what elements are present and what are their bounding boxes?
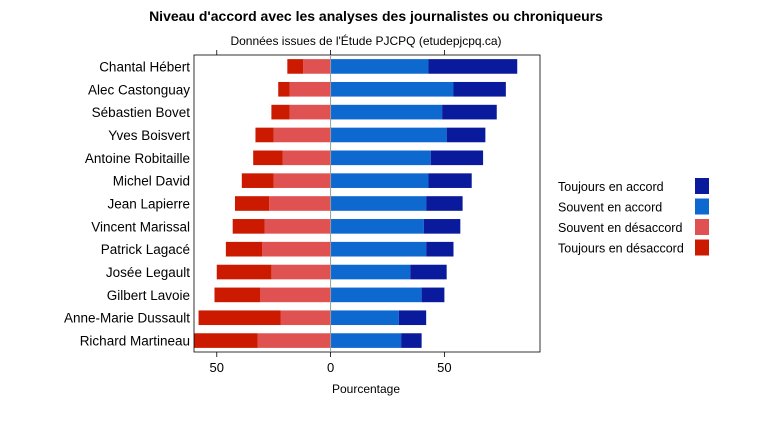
bar-toujours-desaccord: [278, 81, 290, 97]
bar-toujours-accord: [446, 127, 486, 143]
category-label: Michel David: [113, 174, 190, 189]
category-label: Yves Boisvert: [108, 128, 190, 143]
bar-toujours-accord: [453, 81, 506, 97]
x-tick-label: 0: [327, 360, 334, 375]
bar-souvent-desaccord: [282, 150, 331, 166]
bar-toujours-desaccord: [241, 173, 274, 188]
bar-toujours-desaccord: [234, 196, 270, 211]
bar-toujours-accord: [426, 196, 463, 211]
bar-souvent-desaccord: [273, 173, 331, 188]
bar-toujours-desaccord: [271, 104, 290, 120]
legend: Toujours en accord Souvent en accord Souve…: [558, 178, 709, 256]
bar-souvent-accord: [330, 104, 443, 120]
x-tick-label: 50: [437, 360, 451, 375]
bar-toujours-accord: [423, 219, 461, 234]
category-label: Jean Lapierre: [107, 197, 190, 212]
category-label: Patrick Lagacé: [101, 242, 190, 257]
category-label: Chantal Hébert: [99, 59, 190, 74]
bar-souvent-accord: [330, 333, 402, 348]
bar-souvent-desaccord: [262, 241, 331, 257]
bar-toujours-accord: [410, 264, 447, 280]
category-labels: Chantal Hébert Alec Castonguay Sébastien B…: [64, 59, 190, 348]
category-label: Alec Castonguay: [88, 82, 190, 97]
bar-toujours-desaccord: [287, 59, 304, 74]
bar-toujours-accord: [426, 241, 454, 257]
category-label: Sébastien Bovet: [92, 105, 191, 120]
bar-souvent-desaccord: [269, 196, 331, 211]
chart-title: Niveau d'accord avec les analyses des jo…: [149, 8, 603, 24]
x-tick-label: 50: [210, 360, 224, 375]
bar-souvent-accord: [330, 127, 447, 143]
legend-label: Toujours en désaccord: [558, 242, 684, 256]
bar-toujours-accord: [430, 150, 484, 166]
legend-label: Souvent en désaccord: [558, 221, 682, 235]
x-axis-label: Pourcentage: [332, 382, 400, 396]
category-label: Antoine Robitaille: [85, 151, 190, 166]
bar-souvent-accord: [330, 310, 399, 326]
bar-souvent-accord: [330, 196, 427, 211]
bar-souvent-desaccord: [303, 59, 331, 74]
bar-toujours-accord: [428, 173, 472, 188]
category-label: Richard Martineau: [80, 334, 190, 349]
bar-toujours-accord: [398, 310, 427, 326]
bar-toujours-desaccord: [216, 264, 272, 280]
bar-souvent-desaccord: [289, 104, 331, 120]
bar-toujours-desaccord: [255, 127, 274, 143]
bar-souvent-desaccord: [260, 287, 331, 303]
bar-toujours-desaccord: [253, 150, 283, 166]
legend-swatch: [695, 178, 709, 194]
bar-toujours-accord: [401, 333, 422, 348]
bar-toujours-accord: [442, 104, 497, 120]
bar-souvent-accord: [330, 264, 411, 280]
legend-swatch: [695, 198, 709, 215]
bar-souvent-desaccord: [280, 310, 331, 326]
bar-toujours-desaccord: [214, 287, 261, 303]
bar-souvent-desaccord: [264, 219, 331, 234]
bar-souvent-accord: [330, 173, 429, 188]
bar-souvent-accord: [330, 219, 424, 234]
bar-souvent-accord: [330, 81, 454, 97]
bars-layer: [194, 59, 518, 348]
bar-souvent-accord: [330, 287, 422, 303]
axes-layer: 50 0 50: [193, 50, 541, 375]
bar-toujours-accord: [421, 287, 445, 303]
category-label: Anne-Marie Dussault: [64, 311, 190, 326]
legend-label: Souvent en accord: [558, 201, 662, 215]
category-label: Josée Legault: [106, 265, 190, 280]
chart-subtitle: Données issues de l'Étude PJCPQ (etudepj…: [230, 33, 501, 48]
legend-swatch: [695, 239, 709, 256]
bar-toujours-accord: [428, 59, 518, 74]
legend-swatch: [695, 219, 709, 235]
bar-toujours-desaccord: [225, 241, 263, 257]
category-label: Gilbert Lavoie: [107, 288, 190, 303]
bar-souvent-desaccord: [271, 264, 331, 280]
bar-toujours-desaccord: [198, 310, 281, 326]
bar-souvent-desaccord: [273, 127, 331, 143]
bar-toujours-desaccord: [194, 333, 258, 348]
bar-souvent-accord: [330, 59, 429, 74]
bar-toujours-desaccord: [232, 219, 265, 234]
legend-label: Toujours en accord: [558, 180, 664, 194]
bar-souvent-accord: [330, 150, 431, 166]
category-label: Vincent Marissal: [91, 219, 190, 234]
bar-souvent-accord: [330, 241, 427, 257]
plot-frame: [193, 54, 541, 353]
bar-souvent-desaccord: [257, 333, 331, 348]
bar-souvent-desaccord: [289, 81, 331, 97]
